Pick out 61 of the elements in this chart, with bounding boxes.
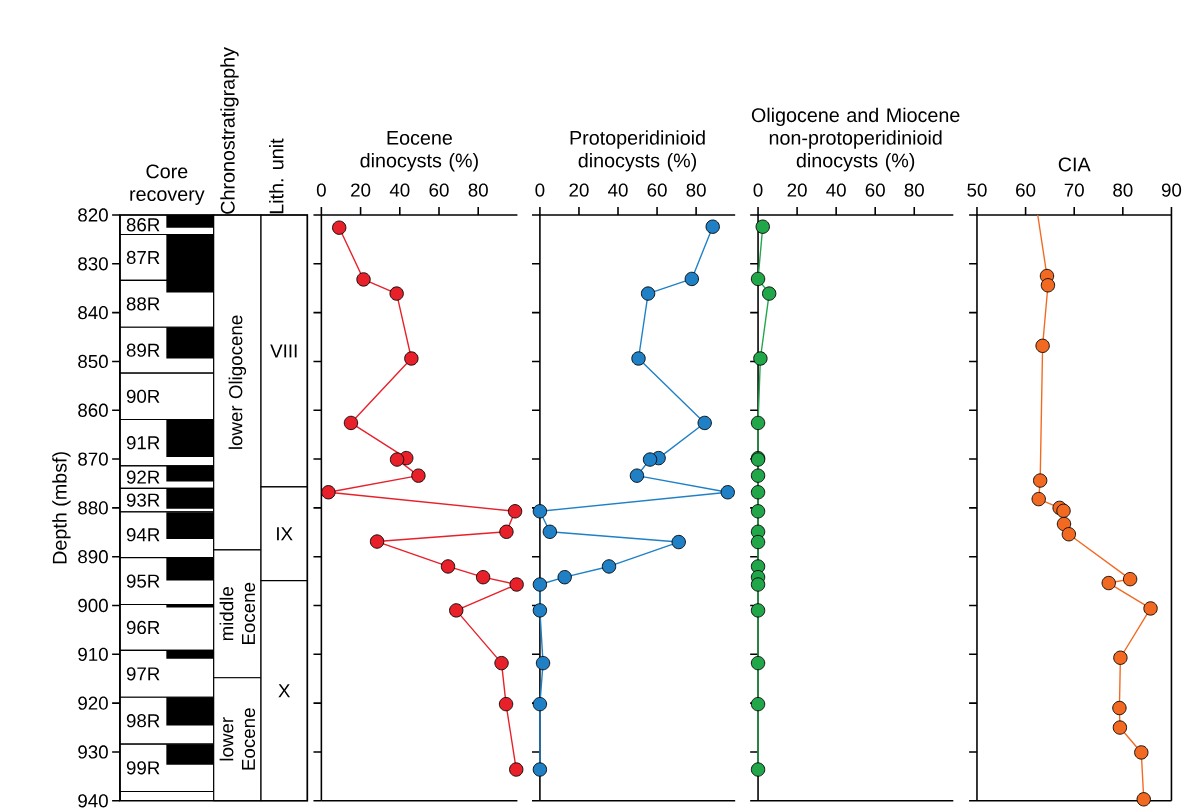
x-tick-label: 60 [647,183,667,197]
x-tick-label: 20 [787,183,807,197]
chart-title: Protoperidinioid dinocysts (%) [570,130,705,172]
band-label: 99R [126,761,160,775]
x-tick-label: 40 [608,183,628,197]
band-label: IX [277,527,293,541]
x-tick-label: 20 [569,183,589,197]
band-label: 87R [126,251,160,265]
chart-title: Oligocene and Miocene non-protoperidinioid dinocysts (%) [751,107,960,172]
y-tick-label: 840 [78,306,108,320]
band-label: lower Eocene [219,708,256,770]
band-label: 98R [126,714,160,728]
band-label: X [278,684,291,698]
x-tick-label: 0 [753,183,763,197]
x-tick-label: 90 [1161,183,1182,197]
y-tick-label: 900 [78,599,108,613]
x-tick-label: 40 [826,183,846,197]
y-tick-label: 870 [78,452,108,466]
x-tick-label: 50 [967,183,987,197]
y-tick-label: 820 [78,208,108,222]
x-tick-label: 80 [1113,183,1133,197]
y-tick-label: 890 [78,550,108,564]
band-label: 91R [126,436,160,450]
band-label: lower Oligocene [228,315,247,450]
band-label: 88R [126,297,160,311]
x-tick-label: 0 [316,183,326,197]
y-tick-label: 830 [78,257,108,271]
x-tick-label: 60 [429,183,449,197]
y-tick-label: 850 [78,354,108,369]
x-tick-label: 0 [535,183,545,197]
band-label: 94R [126,528,160,542]
y-axis-title: Depth (mbsf) [52,452,71,564]
band-label: 96R [126,621,160,635]
band-label: middle Eocene [219,583,256,645]
x-tick-label: 60 [1016,183,1036,197]
text: Lith. unit [269,138,284,214]
y-tick-label: 930 [78,745,108,759]
x-tick-label: 70 [1064,183,1084,197]
y-tick-label: 910 [78,647,108,662]
x-tick-label: 80 [904,183,924,197]
band-label: 86R [126,218,160,232]
chart-title: Core recovery [130,164,205,206]
band-label: VIII [270,344,297,358]
x-tick-label: 20 [351,183,371,197]
y-tick-label: 920 [78,696,108,710]
band-label: 90R [126,389,160,404]
chart-title: CIA [1058,157,1091,172]
x-tick-label: 40 [389,183,410,197]
chart-title: Eocene dinocysts (%) [360,131,478,172]
x-tick-label: 80 [686,183,706,197]
x-tick-label: 60 [865,183,885,197]
band-label: 93R [126,493,160,507]
text: Chronostratigraphy [220,47,239,214]
y-tick-label: 880 [78,501,108,515]
band-label: 92R [126,470,160,484]
band-label: 89R [126,343,160,358]
band-label: 95R [126,574,160,588]
x-tick-label: 80 [468,183,488,197]
y-tick-label: 860 [78,403,108,418]
y-tick-label: 940 [78,794,108,808]
band-label: 97R [126,667,160,681]
